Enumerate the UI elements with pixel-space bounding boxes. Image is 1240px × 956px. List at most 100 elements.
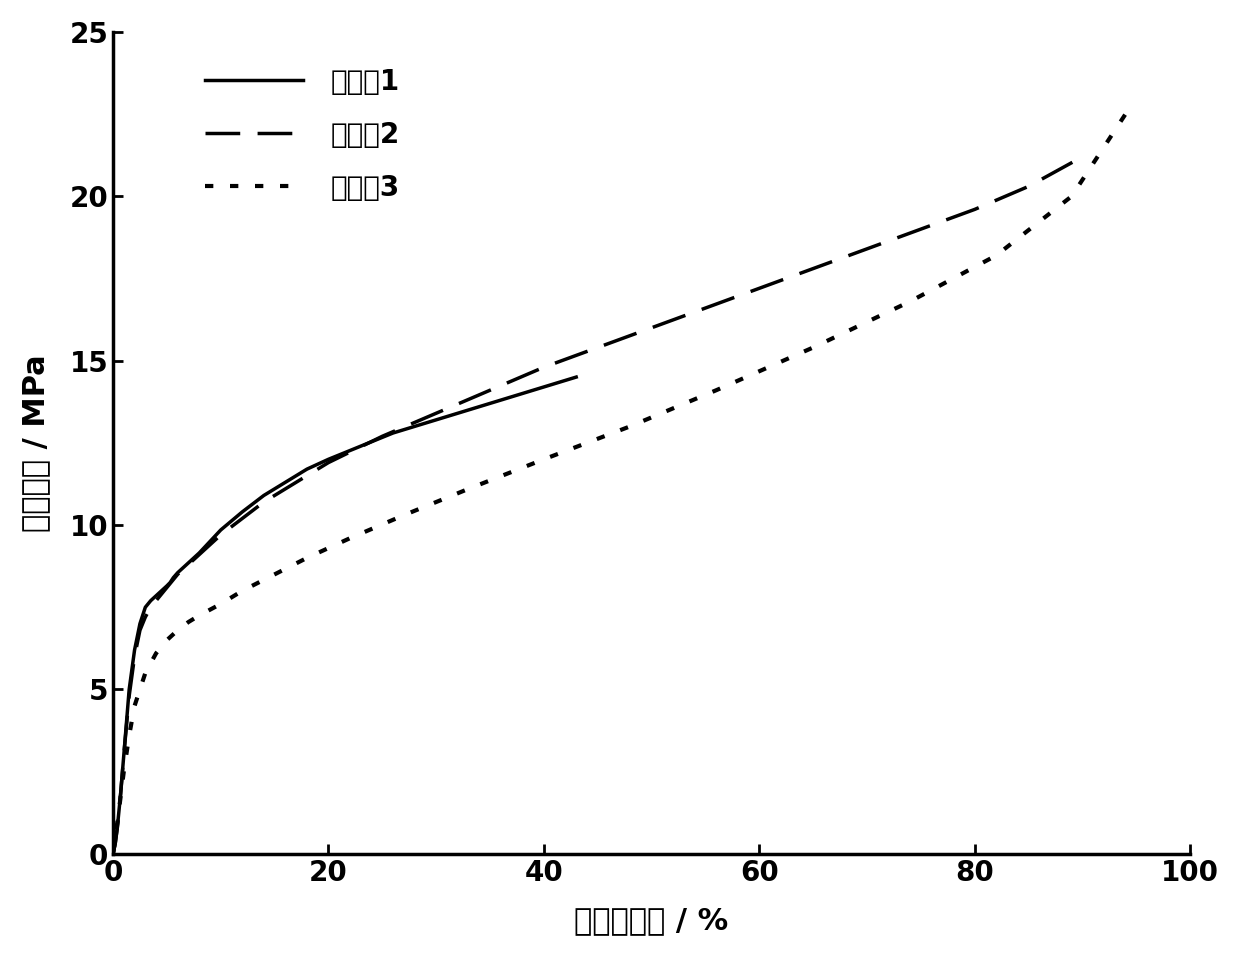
实施例2: [105, 848, 120, 859]
Line: 实施例3: 实施例3: [113, 114, 1126, 854]
实施例1: [278, 477, 293, 489]
实施例2: [751, 283, 766, 294]
实施例2: [160, 582, 175, 594]
实施例3: [806, 341, 821, 353]
实施例3: [1064, 190, 1079, 202]
Y-axis label: 拉伸强度 / MPa: 拉伸强度 / MPa: [21, 354, 50, 532]
实施例2: [181, 558, 196, 570]
实施例2: [110, 822, 125, 834]
实施例2: [117, 750, 131, 761]
实施例3: [300, 553, 315, 564]
实施例2: [170, 569, 185, 580]
实施例1: [105, 848, 120, 859]
实施例1: [133, 618, 148, 629]
实施例1: [162, 576, 177, 588]
实施例3: [903, 295, 918, 307]
实施例2: [300, 470, 315, 482]
实施例3: [170, 624, 185, 636]
实施例3: [160, 635, 175, 646]
实施例2: [144, 601, 159, 613]
实施例3: [117, 766, 131, 777]
实施例1: [166, 572, 181, 583]
实施例2: [257, 496, 272, 508]
实施例3: [110, 809, 125, 820]
实施例3: [397, 510, 412, 521]
实施例2: [698, 302, 713, 314]
实施例1: [257, 489, 272, 501]
实施例2: [165, 576, 180, 587]
实施例1: [353, 441, 368, 452]
实施例3: [122, 729, 136, 741]
实施例3: [192, 610, 207, 621]
Line: 实施例2: 实施例2: [113, 157, 1083, 854]
实施例2: [113, 789, 128, 800]
实施例1: [170, 567, 185, 578]
实施例2: [806, 263, 821, 274]
实施例1: [234, 506, 249, 517]
实施例3: [709, 384, 724, 396]
实施例1: [160, 580, 175, 592]
实施例1: [108, 838, 123, 850]
实施例1: [192, 547, 207, 558]
实施例2: [213, 530, 228, 541]
实施例1: [181, 557, 196, 569]
实施例1: [300, 464, 315, 475]
实施例3: [105, 848, 120, 859]
实施例2: [122, 690, 136, 702]
实施例3: [234, 585, 249, 597]
实施例1: [386, 427, 401, 439]
实施例2: [176, 564, 191, 576]
实施例2: [234, 512, 249, 524]
实施例2: [482, 384, 497, 396]
实施例1: [176, 562, 191, 574]
实施例1: [154, 585, 169, 597]
实施例1: [537, 381, 552, 393]
实施例1: [429, 414, 444, 425]
实施例1: [569, 371, 584, 382]
实施例2: [133, 624, 148, 636]
实施例2: [590, 341, 605, 353]
实施例1: [202, 535, 217, 547]
实施例2: [1075, 151, 1090, 163]
实施例2: [537, 361, 552, 373]
实施例1: [138, 601, 153, 613]
实施例2: [192, 549, 207, 560]
实施例1: [213, 524, 228, 535]
实施例1: [113, 789, 128, 800]
实施例2: [429, 407, 444, 419]
实施例3: [138, 667, 153, 679]
实施例3: [128, 700, 143, 711]
实施例1: [482, 398, 497, 409]
实施例3: [181, 617, 196, 628]
实施例2: [128, 651, 143, 663]
实施例1: [128, 644, 143, 656]
实施例2: [644, 322, 658, 334]
实施例3: [342, 532, 357, 544]
实施例1: [117, 750, 131, 761]
实施例1: [110, 822, 125, 834]
实施例2: [321, 457, 336, 468]
实施例2: [374, 430, 389, 442]
实施例2: [138, 612, 153, 623]
Line: 实施例1: 实施例1: [113, 377, 577, 854]
实施例2: [202, 539, 217, 551]
实施例3: [149, 647, 164, 659]
实施例2: [186, 554, 201, 565]
实施例1: [144, 595, 159, 606]
实施例3: [267, 569, 281, 580]
实施例2: [278, 483, 293, 494]
实施例2: [1022, 181, 1037, 192]
实施例2: [154, 588, 169, 599]
实施例1: [321, 453, 336, 465]
实施例3: [537, 453, 552, 465]
实施例2: [108, 838, 123, 850]
实施例1: [149, 590, 164, 601]
实施例3: [213, 598, 228, 610]
实施例1: [122, 684, 136, 695]
实施例3: [622, 421, 637, 432]
实施例1: [186, 553, 201, 564]
实施例2: [967, 204, 982, 215]
实施例2: [859, 243, 874, 254]
Legend: 实施例1, 实施例2, 实施例3: 实施例1, 实施例2, 实施例3: [191, 54, 414, 216]
实施例3: [1118, 108, 1133, 120]
